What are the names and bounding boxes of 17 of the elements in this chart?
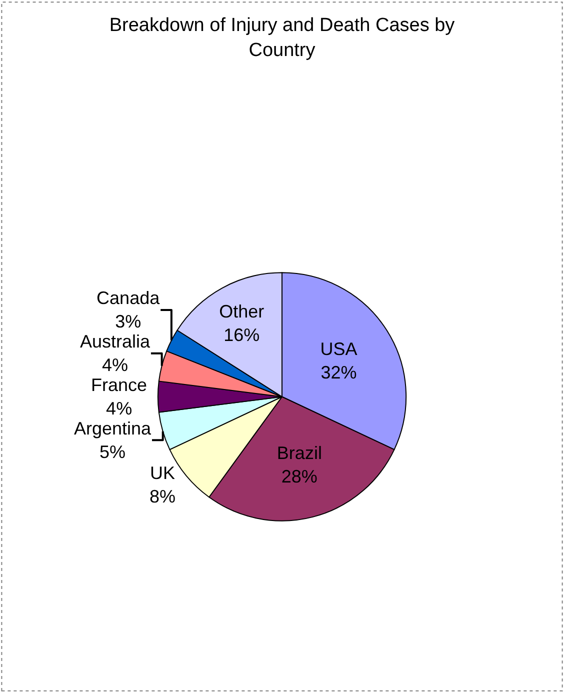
data-label: 3% (115, 312, 142, 332)
chart-title: Breakdown of Injury and Death Cases by Country (109, 15, 456, 61)
slice-label: Brazil (276, 442, 322, 463)
data-label: 4% (102, 355, 128, 376)
slice-label: USA (320, 338, 358, 359)
data-label: 32% (320, 362, 357, 382)
data-label: 4% (106, 398, 132, 418)
data-label: 28% (281, 466, 318, 486)
slice-label: UK (150, 462, 176, 483)
data-label: 8% (150, 486, 176, 506)
slice-label: Canada (96, 288, 161, 308)
data-label: 5% (99, 442, 126, 462)
slice-label: Australia (80, 332, 151, 352)
slice-label: Other (219, 302, 264, 322)
slice-label: Argentina (74, 418, 152, 438)
slice-label: France (91, 375, 148, 396)
data-label: 16% (224, 325, 260, 346)
